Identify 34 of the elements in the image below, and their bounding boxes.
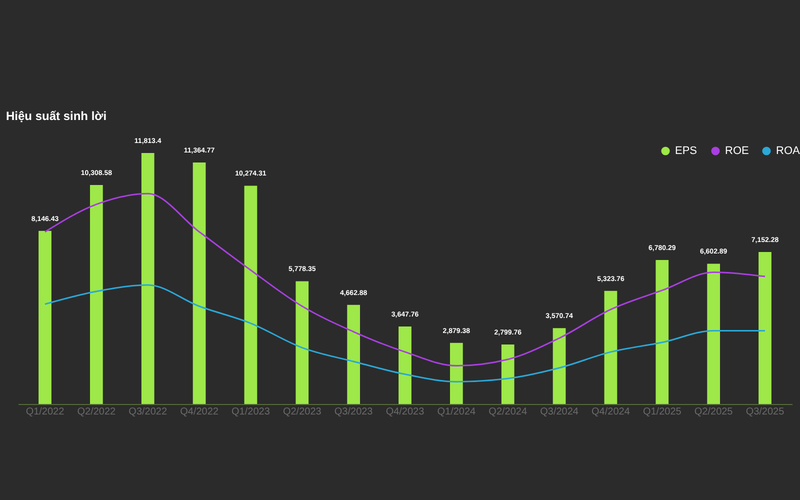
legend-label: EPS <box>675 144 698 157</box>
bar <box>296 281 309 404</box>
x-tick-label: Q4/2023 <box>386 406 425 418</box>
x-tick-label: Q3/2024 <box>540 406 579 418</box>
bar <box>604 290 618 404</box>
x-tick-label: Q2/2022 <box>77 406 116 418</box>
bar <box>38 230 52 404</box>
x-tick-label: Q1/2022 <box>26 406 65 418</box>
x-tick-label: Q2/2025 <box>694 406 734 418</box>
bar <box>552 328 566 404</box>
bar <box>244 186 258 404</box>
x-tick-label: Q1/2023 <box>232 406 270 418</box>
x-tick-label: Q2/2023 <box>282 406 322 418</box>
bar <box>90 184 103 404</box>
x-tick-label: Q4/2022 <box>180 406 219 418</box>
bar <box>656 260 669 404</box>
x-tick-label: Q2/2024 <box>488 406 528 418</box>
chart-title: Hiệu suất sinh lời <box>6 109 107 123</box>
x-tick-label: Q3/2025 <box>746 406 785 418</box>
x-tick-label: Q4/2024 <box>592 406 630 418</box>
x-tick-label: Q1/2025 <box>642 406 682 418</box>
bar <box>758 252 772 404</box>
bar <box>501 344 514 404</box>
x-tick-label: Q1/2024 <box>437 406 476 418</box>
bar <box>347 304 360 404</box>
bar <box>192 162 206 404</box>
legend-label: ROE <box>725 144 749 157</box>
x-tick-label: Q3/2022 <box>128 406 168 418</box>
legend-label: ROA <box>776 144 800 157</box>
bar <box>141 153 154 404</box>
x-tick-label: Q3/2023 <box>334 406 374 418</box>
bar <box>707 264 720 404</box>
bar <box>398 326 412 404</box>
bar <box>450 342 463 404</box>
